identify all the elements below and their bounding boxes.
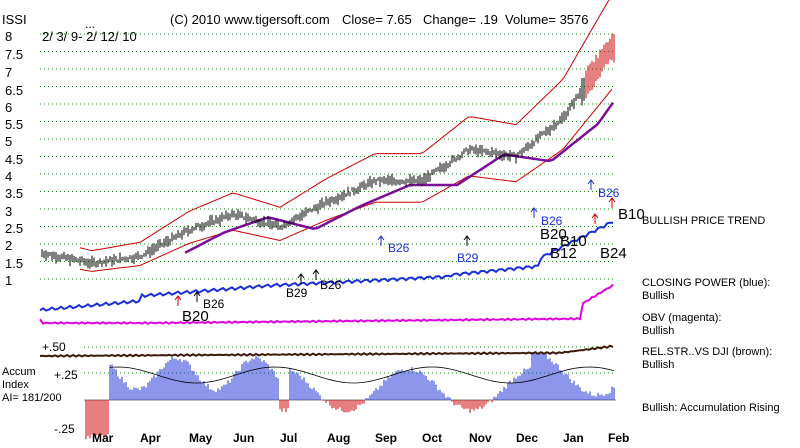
y-tick-2-5: 2.5 (5, 221, 24, 236)
signal-arrow-b26-dec-head (530, 207, 538, 213)
obv-state: Bullish (642, 325, 675, 337)
x-label-aug: Aug (327, 431, 351, 445)
signal-b10-feb: B10 (618, 206, 645, 223)
accum-plus50: +.50 (42, 340, 66, 354)
signal-b26-jul: B26 (320, 278, 342, 292)
gridlines (40, 33, 616, 401)
bullish-price-trend-label: BULLISH PRICE TREND (642, 215, 766, 227)
signal-arrow-b26-jul-head (312, 269, 320, 275)
x-label-may: May (189, 431, 213, 445)
y-tick-6-5: 6.5 (5, 83, 24, 98)
accum-minus25: -.25 (54, 422, 75, 436)
y-tick-8: 8 (5, 29, 13, 44)
signal-arrow-jan-red-head (591, 213, 599, 219)
y-tick-3: 3 (5, 204, 13, 219)
y-tick-4: 4 (5, 169, 13, 184)
upper-band-line (79, 0, 610, 252)
y-tick-1-5: 1.5 (5, 256, 24, 271)
signal-b26-jan: B26 (598, 186, 620, 200)
rel-str-line (39, 344, 614, 358)
symbol-label: ISSI (2, 12, 27, 27)
obv-line (39, 283, 614, 325)
accum-title-1: Accum (2, 366, 36, 378)
accum-ma-line (109, 366, 615, 384)
signal-arrow-b26-apr-head (193, 291, 201, 297)
copyright-label: (C) 2010 www.tigersoft.com (170, 12, 330, 27)
header-dots: ... (85, 17, 96, 31)
y-tick-7-5: 7.5 (5, 47, 24, 62)
signal-b29-jul: B29 (286, 286, 308, 300)
y-tick-2: 2 (5, 238, 13, 253)
accum-ai: AI= 181/200 (2, 392, 62, 404)
signal-b20-apr: B20 (182, 308, 209, 325)
accum-plus25: +.25 (54, 368, 78, 382)
x-label-dec: Dec (516, 431, 539, 445)
signal-arrow-b29-oct-head (463, 235, 471, 241)
x-label-feb: Feb (608, 431, 630, 445)
x-label-nov: Nov (469, 431, 492, 445)
signal-b12-dec: B12 (550, 245, 577, 262)
accum-rising-label: Bullish: Accumulation Rising (642, 402, 780, 414)
x-label-oct: Oct (422, 431, 443, 445)
x-label-apr: Apr (140, 431, 161, 445)
signal-b26-apr: B26 (203, 297, 225, 311)
y-tick-1: 1 (5, 273, 13, 288)
closing-power-state: Bullish (642, 290, 675, 302)
closing-power-label: CLOSING POWER (blue): (642, 277, 771, 289)
y-tick-7: 7 (5, 65, 13, 80)
price-bars (41, 33, 615, 269)
accum-title-2: Index (2, 379, 29, 391)
closing-power-line (39, 221, 614, 312)
x-label-jul: Jul (280, 431, 298, 445)
x-label-sep: Sep (375, 431, 398, 445)
rel-str-state: Bullish (642, 359, 675, 371)
indicator-lines (39, 0, 615, 384)
obv-label: OBV (magenta): (642, 312, 722, 324)
x-label-jun: Jun (233, 431, 255, 445)
change-value: Change= .19 (423, 12, 498, 27)
x-label-mar: Mar (92, 431, 114, 445)
signal-b20-dec: B20 (540, 226, 567, 243)
rel-str-label: REL.STR..VS DJI (brown): (642, 346, 773, 358)
date-range-label: 2/ 3/ 9- 2/ 12/ 10 (42, 29, 137, 44)
signal-b26-dec: B26 (541, 214, 563, 228)
signal-b24-jan: B24 (600, 245, 627, 262)
signal-b26-sep: B26 (388, 241, 410, 255)
y-tick-3-5: 3.5 (5, 186, 24, 201)
accumulation-index-bars (85, 350, 615, 440)
y-tick-6: 6 (5, 100, 13, 115)
y-tick-5-5: 5.5 (5, 117, 24, 132)
signal-arrows (174, 179, 616, 306)
signal-arrow-b20-apr-head (174, 295, 182, 301)
x-label-jan: Jan (563, 431, 584, 445)
volume-value: Volume= 3576 (505, 12, 589, 27)
signal-arrow-b26-sep-head (377, 235, 385, 241)
close-value: Close= 7.65 (342, 12, 412, 27)
signal-b29-oct: B29 (457, 251, 479, 265)
y-tick-4-5: 4.5 (5, 152, 24, 167)
y-tick-5: 5 (5, 134, 13, 149)
signal-b10-dec: B10 (560, 233, 587, 250)
signal-arrow-b26-jan-head (587, 179, 595, 185)
signal-arrow-b29-jul-head (297, 273, 305, 279)
signal-arrow-b10-feb-head (608, 197, 616, 203)
